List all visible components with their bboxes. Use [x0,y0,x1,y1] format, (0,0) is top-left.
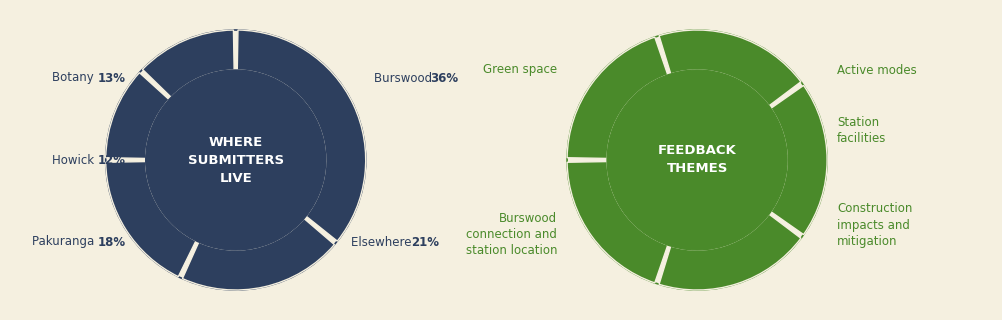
Text: Botany: Botany [52,71,97,84]
Text: Burswood
connection and
station location: Burswood connection and station location [465,212,556,258]
Text: 36%: 36% [429,71,457,84]
Circle shape [606,70,787,250]
Text: Elsewhere: Elsewhere [351,236,415,249]
Text: 13%: 13% [97,71,125,84]
Text: WHERE
SUBMITTERS
LIVE: WHERE SUBMITTERS LIVE [187,135,284,185]
Text: Station
facilities: Station facilities [837,116,886,145]
Wedge shape [771,85,827,235]
Wedge shape [105,73,169,158]
Wedge shape [658,214,801,290]
Text: 21%: 21% [410,236,438,249]
Text: 18%: 18% [97,236,125,249]
Wedge shape [182,219,334,290]
Wedge shape [105,162,195,277]
Circle shape [145,70,326,250]
Text: Green space: Green space [483,63,556,76]
Text: Pakuranga: Pakuranga [32,236,97,249]
Wedge shape [142,30,233,97]
Wedge shape [237,30,366,241]
Text: Burswood: Burswood [374,71,435,84]
Text: Construction
impacts and
mitigation: Construction impacts and mitigation [837,203,912,247]
Text: Active modes: Active modes [837,63,916,76]
Wedge shape [658,30,801,106]
Text: Howick: Howick [52,154,97,166]
Wedge shape [566,37,667,158]
Wedge shape [566,162,667,283]
Text: 12%: 12% [97,154,125,166]
Text: FEEDBACK
THEMES: FEEDBACK THEMES [657,145,735,175]
